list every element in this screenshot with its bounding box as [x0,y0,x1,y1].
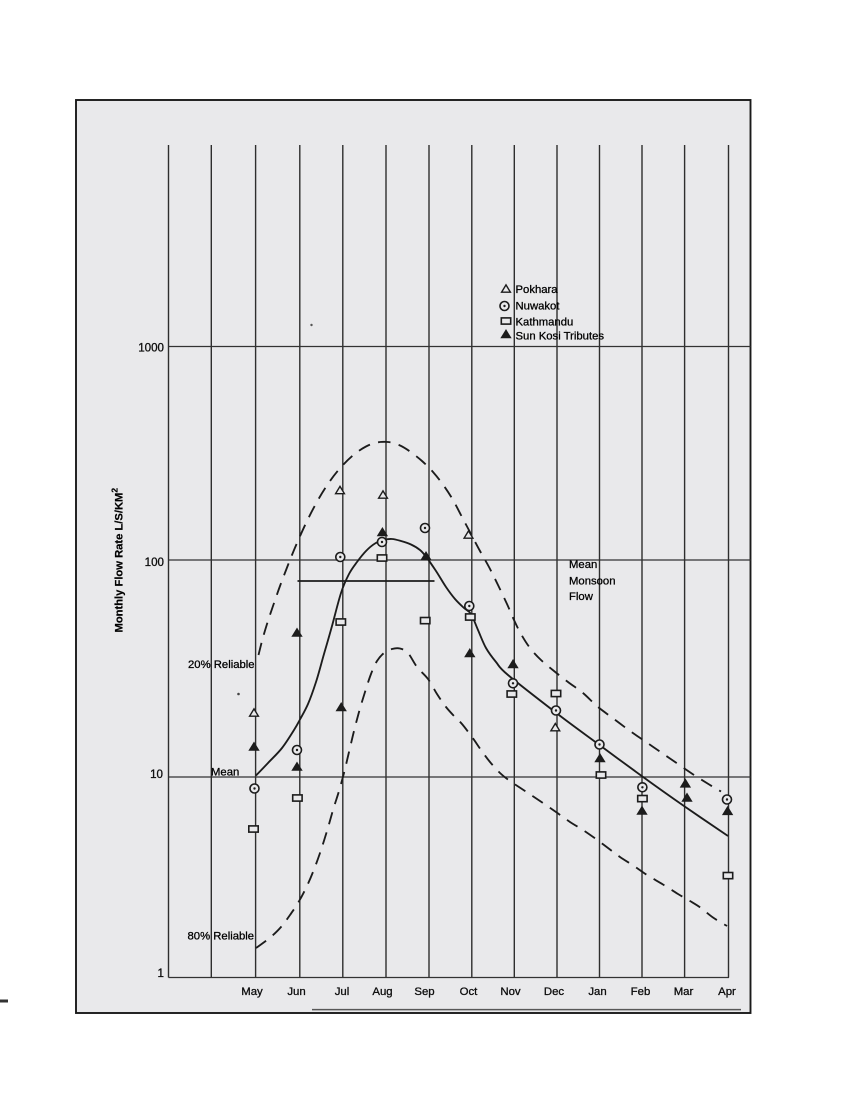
svg-text:10: 10 [150,768,163,781]
svg-text:Oct: Oct [460,986,479,998]
svg-text:Kathmandu: Kathmandu [516,317,574,329]
svg-text:1: 1 [158,967,164,980]
svg-text:Jul: Jul [335,986,350,998]
svg-text:20% Reliable: 20% Reliable [188,659,255,671]
svg-text:Monthly Flow Rate L/S/KM2: Monthly Flow Rate L/S/KM2 [110,488,126,633]
svg-text:Jun: Jun [287,986,305,998]
svg-text:Sun Kosi Tributes: Sun Kosi Tributes [516,331,605,343]
svg-text:100: 100 [145,556,164,569]
svg-text:Dec: Dec [544,986,565,998]
svg-text:Flow: Flow [569,591,594,603]
svg-text:May: May [241,986,263,998]
svg-text:80% Reliable: 80% Reliable [188,931,255,943]
svg-text:Feb: Feb [631,986,651,998]
svg-text:Mean: Mean [211,767,239,779]
svg-text:Jan: Jan [588,986,606,998]
svg-text:Nov: Nov [500,986,521,998]
svg-text:Mean: Mean [569,559,597,571]
svg-text:Aug: Aug [372,986,392,998]
svg-text:Monsoon: Monsoon [569,576,615,588]
svg-text:Sep: Sep [414,986,434,998]
svg-text:1000: 1000 [138,342,164,355]
svg-text:Nuwakot: Nuwakot [516,301,561,313]
svg-text:Apr: Apr [718,986,736,998]
svg-text:Pokhara: Pokhara [516,284,559,296]
svg-text:Mar: Mar [674,986,694,998]
